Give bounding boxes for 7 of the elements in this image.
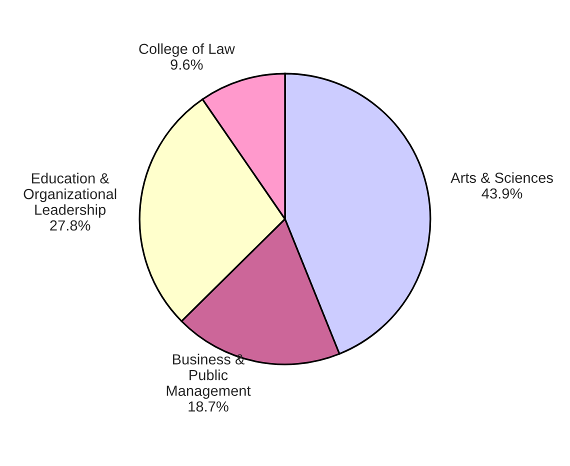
slice-label: Arts & Sciences (450, 172, 553, 183)
slice-label: Education & Organizational Leadership (24, 172, 116, 218)
data-label: 9.6% (170, 59, 203, 70)
data-label: 27.8% (50, 220, 90, 231)
slice-label: College of Law (139, 43, 235, 57)
data-label: 43.9% (482, 188, 522, 199)
data-label: 18.7% (188, 401, 228, 412)
